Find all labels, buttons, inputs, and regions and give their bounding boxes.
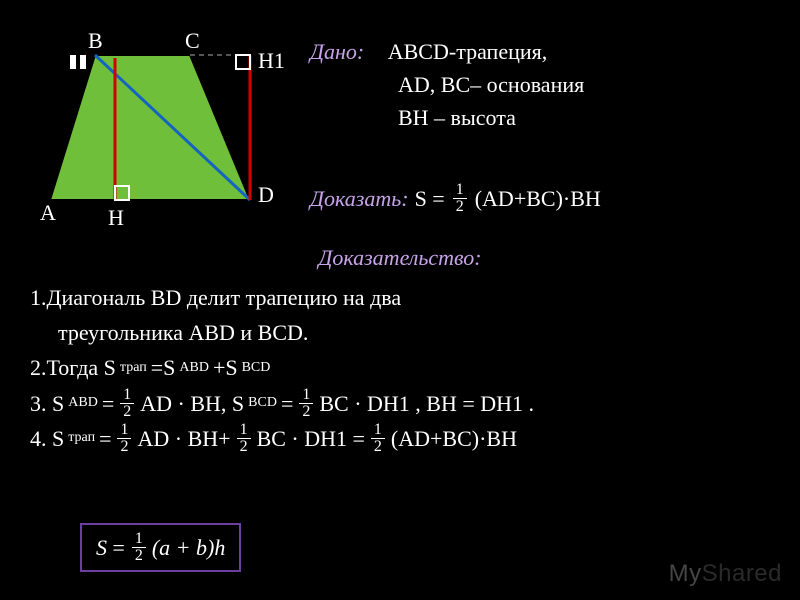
label-a: A <box>40 200 56 225</box>
step3-frac2: 1 2 <box>299 387 313 420</box>
formula-s: S <box>96 535 107 561</box>
f-num: 1 <box>120 387 134 404</box>
f-den: 2 <box>117 439 131 455</box>
watermark: MyShared <box>669 560 782 588</box>
watermark-shared: Shared <box>702 560 782 587</box>
f-num: 1 <box>237 422 251 439</box>
given-block: Дано: ABCD-трапеция, AD, BC– основания B… <box>310 35 584 134</box>
proof-step1b: треугольника ABD и BCD. <box>30 315 770 350</box>
f-den: 2 <box>299 404 313 420</box>
step4-eq: = <box>99 421 111 456</box>
f-num: 1 <box>299 387 313 404</box>
trapezoid-shape <box>50 55 250 200</box>
f-den: 2 <box>371 439 385 455</box>
label-c: C <box>185 30 200 53</box>
step3-frac1: 1 2 <box>120 387 134 420</box>
proof-step2: 2.Тогда S трап =S ABD +S BCD <box>30 350 770 385</box>
step4-pre: 4. S <box>30 421 64 456</box>
step3-eq2: = <box>281 386 293 421</box>
slide: A B C D H H1 Дано: ABCD-трапеция, AD, BC… <box>0 0 800 600</box>
f-den: 2 <box>132 548 146 564</box>
trapezoid-diagram: A B C D H H1 <box>30 30 290 230</box>
tick-b2 <box>80 55 86 69</box>
step2-pre: 2.Тогда S <box>30 350 116 385</box>
given-line1: ABCD-трапеция, <box>388 39 548 64</box>
step4-sub1: трап <box>68 427 95 449</box>
proof-body: 1.Диагональ BD делит трапецию на два тре… <box>30 280 770 456</box>
formula-expr: (a + b)h <box>152 535 226 561</box>
step4-frac1: 1 2 <box>117 422 131 455</box>
step2-mid: =S <box>151 350 176 385</box>
frac-den: 2 <box>453 199 467 215</box>
step2-sub3: BCD <box>242 357 271 379</box>
tick-b1 <box>70 55 76 69</box>
given-label: Дано: <box>310 39 364 64</box>
f-den: 2 <box>120 404 134 420</box>
step3-t2: BC · DH1 , BH = DH1 . <box>319 386 534 421</box>
step2-sub1: трап <box>120 357 147 379</box>
prove-fraction: 1 2 <box>453 182 467 215</box>
step2-sub2: ABD <box>179 357 209 379</box>
step4-t3: (AD+BC)·BH <box>391 421 517 456</box>
label-h: H <box>108 205 124 230</box>
prove-block: Доказать: S = 1 2 (AD+BC)·BH <box>310 182 601 215</box>
step3-sub1: ABD <box>68 392 98 414</box>
right-angle-h1 <box>236 55 250 69</box>
formula-frac: 1 2 <box>132 531 146 564</box>
step4-frac2: 1 2 <box>237 422 251 455</box>
label-h1: H1 <box>258 48 285 73</box>
proof-title: Доказательство: <box>0 245 800 271</box>
step4-t2: BC · DH1 = <box>257 421 365 456</box>
step3-eq: = <box>102 386 114 421</box>
f-den: 2 <box>237 439 251 455</box>
f-num: 1 <box>371 422 385 439</box>
step4-t1: AD · BH+ <box>137 421 230 456</box>
given-line2: AD, BC– основания <box>398 68 584 101</box>
watermark-my: My <box>669 560 702 587</box>
step2-mid2: +S <box>213 350 238 385</box>
step3-t1: AD · BH, S <box>140 386 244 421</box>
formula-eq: = <box>111 535 126 561</box>
given-line3: BH – высота <box>398 101 584 134</box>
formula-box: S = 1 2 (a + b)h <box>80 523 241 572</box>
label-b: B <box>88 30 103 53</box>
step3-sub2: BCD <box>248 392 277 414</box>
label-d: D <box>258 182 274 207</box>
proof-step4: 4. S трап = 1 2 AD · BH+ 1 2 BC · DH1 = … <box>30 421 770 456</box>
proof-step3: 3. S ABD = 1 2 AD · BH, S BCD = 1 2 BC ·… <box>30 386 770 421</box>
prove-label: Доказать: <box>310 186 409 212</box>
f-num: 1 <box>117 422 131 439</box>
frac-num: 1 <box>453 182 467 199</box>
proof-step1a: 1.Диагональ BD делит трапецию на два <box>30 280 770 315</box>
prove-rhs: (AD+BC)·BH <box>475 186 601 212</box>
step3-pre: 3. S <box>30 386 64 421</box>
step4-frac3: 1 2 <box>371 422 385 455</box>
f-num: 1 <box>132 531 146 548</box>
prove-lhs: S = <box>415 186 445 212</box>
